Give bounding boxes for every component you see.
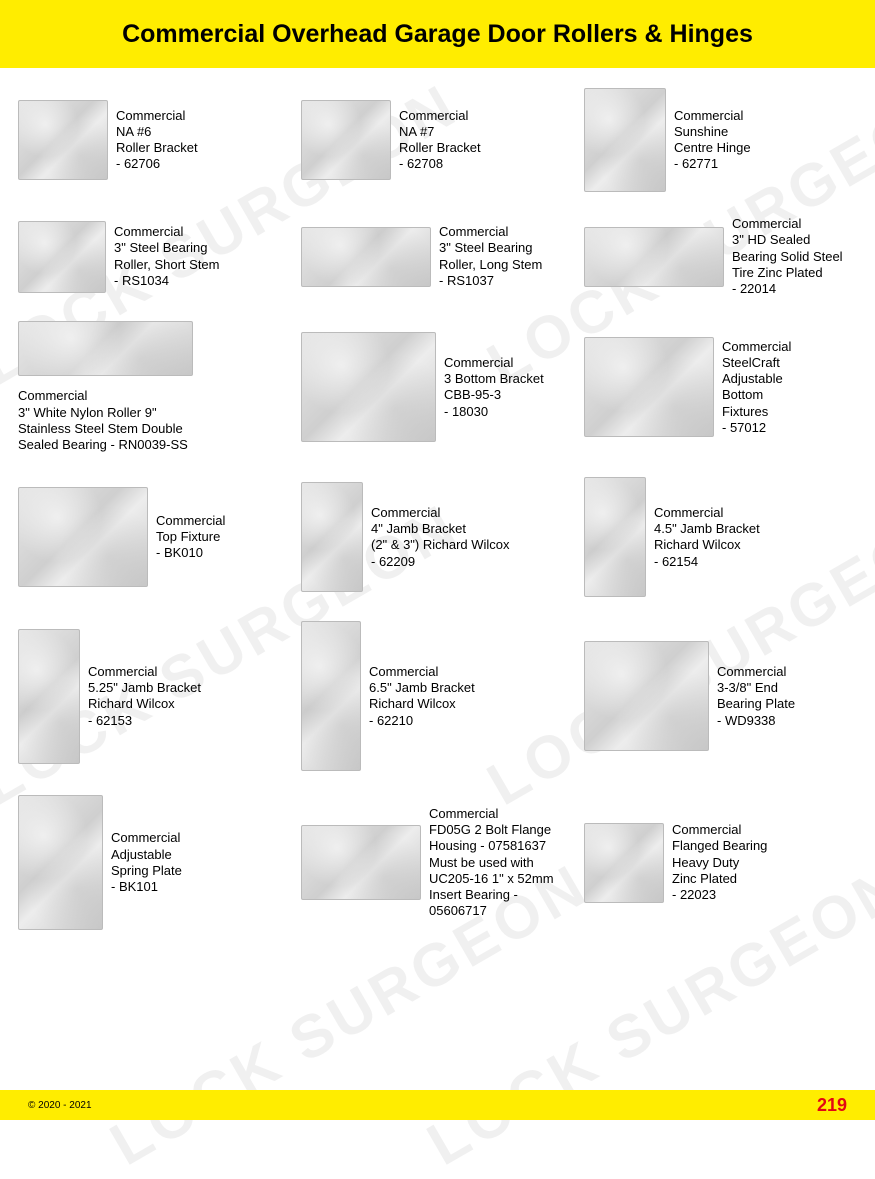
product-image	[301, 100, 391, 180]
product-image	[18, 487, 148, 587]
product-cell: Commercial FD05G 2 Bolt Flange Housing -…	[301, 795, 574, 930]
product-image	[18, 100, 108, 180]
product-cell: Commercial 3" White Nylon Roller 9" Stai…	[18, 321, 291, 453]
product-description: Commercial 3" HD Sealed Bearing Solid St…	[732, 216, 843, 297]
product-cell: Commercial Top Fixture - BK010	[18, 477, 291, 597]
product-row: Commercial 3" Steel Bearing Roller, Shor…	[18, 216, 857, 297]
product-description: Commercial Sunshine Centre Hinge - 62771	[674, 108, 751, 173]
product-cell: Commercial Sunshine Centre Hinge - 62771	[584, 88, 857, 192]
product-cell: Commercial 3" HD Sealed Bearing Solid St…	[584, 216, 857, 297]
product-description: Commercial 3" Steel Bearing Roller, Shor…	[114, 224, 220, 289]
product-image	[18, 795, 103, 930]
product-description: Commercial SteelCraft Adjustable Bottom …	[722, 339, 791, 437]
product-image	[584, 88, 666, 192]
product-description: Commercial Top Fixture - BK010	[156, 513, 225, 562]
product-cell: Commercial Flanged Bearing Heavy Duty Zi…	[584, 795, 857, 930]
page-header: Commercial Overhead Garage Door Rollers …	[0, 0, 875, 68]
product-cell: Commercial 4.5" Jamb Bracket Richard Wil…	[584, 477, 857, 597]
product-image	[584, 477, 646, 597]
product-cell: Commercial 4" Jamb Bracket (2" & 3") Ric…	[301, 477, 574, 597]
product-image	[18, 629, 80, 764]
product-description: Commercial 3 Bottom Bracket CBB-95-3 - 1…	[444, 355, 544, 420]
copyright-text: © 2020 - 2021	[28, 1100, 92, 1111]
product-row: Commercial 3" White Nylon Roller 9" Stai…	[18, 321, 857, 453]
product-cell: Commercial 5.25" Jamb Bracket Richard Wi…	[18, 621, 291, 771]
product-description: Commercial 3" Steel Bearing Roller, Long…	[439, 224, 542, 289]
product-description: Commercial NA #6 Roller Bracket - 62706	[116, 108, 198, 173]
product-image	[18, 321, 193, 376]
product-description: Commercial 4.5" Jamb Bracket Richard Wil…	[654, 505, 760, 570]
product-description: Commercial 5.25" Jamb Bracket Richard Wi…	[88, 664, 201, 729]
product-description: Commercial FD05G 2 Bolt Flange Housing -…	[429, 806, 574, 920]
product-row: Commercial NA #6 Roller Bracket - 62706 C…	[18, 88, 857, 192]
product-cell: Commercial NA #7 Roller Bracket - 62708	[301, 88, 574, 192]
product-description: Commercial 6.5" Jamb Bracket Richard Wil…	[369, 664, 475, 729]
product-image	[584, 337, 714, 437]
product-cell: Commercial SteelCraft Adjustable Bottom …	[584, 321, 857, 453]
product-cell: Commercial 3-3/8" End Bearing Plate - WD…	[584, 621, 857, 771]
product-image	[584, 227, 724, 287]
page-number: 219	[817, 1095, 847, 1116]
product-image	[301, 482, 363, 592]
product-cell: Commercial 3" Steel Bearing Roller, Shor…	[18, 216, 291, 297]
page-title: Commercial Overhead Garage Door Rollers …	[122, 20, 753, 49]
product-description: Commercial NA #7 Roller Bracket - 62708	[399, 108, 481, 173]
product-row: Commercial Top Fixture - BK010 Commercial…	[18, 477, 857, 597]
product-cell: Commercial 6.5" Jamb Bracket Richard Wil…	[301, 621, 574, 771]
product-cell: Commercial 3" Steel Bearing Roller, Long…	[301, 216, 574, 297]
product-description: Commercial Flanged Bearing Heavy Duty Zi…	[672, 822, 767, 903]
product-row: Commercial Adjustable Spring Plate - BK1…	[18, 795, 857, 930]
product-cell: Commercial NA #6 Roller Bracket - 62706	[18, 88, 291, 192]
product-image	[584, 823, 664, 903]
product-image	[301, 825, 421, 900]
product-cell: Commercial Adjustable Spring Plate - BK1…	[18, 795, 291, 930]
page-footer: © 2020 - 2021 219	[0, 1090, 875, 1120]
product-image	[301, 332, 436, 442]
product-description: Commercial 3" White Nylon Roller 9" Stai…	[18, 388, 188, 453]
product-row: Commercial 5.25" Jamb Bracket Richard Wi…	[18, 621, 857, 771]
product-description: Commercial 4" Jamb Bracket (2" & 3") Ric…	[371, 505, 510, 570]
product-description: Commercial Adjustable Spring Plate - BK1…	[111, 830, 182, 895]
product-cell: Commercial 3 Bottom Bracket CBB-95-3 - 1…	[301, 321, 574, 453]
product-image	[301, 227, 431, 287]
product-image	[301, 621, 361, 771]
product-image	[584, 641, 709, 751]
product-grid: Commercial NA #6 Roller Bracket - 62706 C…	[0, 68, 875, 964]
product-image	[18, 221, 106, 293]
product-description: Commercial 3-3/8" End Bearing Plate - WD…	[717, 664, 795, 729]
